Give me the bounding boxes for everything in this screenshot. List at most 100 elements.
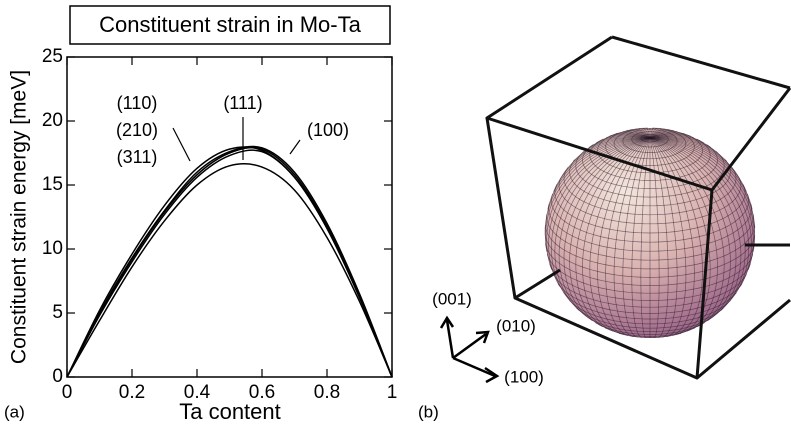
mesh-line bbox=[616, 131, 651, 139]
mesh-line bbox=[569, 137, 651, 328]
mesh-line bbox=[649, 129, 671, 139]
plot-frame bbox=[66, 56, 393, 378]
cube-edge bbox=[514, 268, 561, 300]
mesh-line bbox=[561, 136, 651, 176]
mesh-line bbox=[606, 133, 651, 139]
pointer bbox=[172, 127, 191, 162]
mesh-line bbox=[649, 137, 669, 338]
mesh-line bbox=[649, 128, 662, 138]
mesh-line bbox=[629, 129, 651, 139]
mesh-line bbox=[649, 137, 703, 335]
annotation: (110) bbox=[117, 93, 158, 113]
mesh-line bbox=[545, 137, 651, 252]
mesh-line bbox=[649, 136, 727, 162]
mesh-line bbox=[640, 137, 651, 339]
arrow-head bbox=[475, 330, 490, 344]
mesh-line bbox=[582, 135, 651, 153]
annotation: (210) bbox=[116, 120, 158, 140]
mesh-line bbox=[649, 137, 754, 270]
mesh-line bbox=[649, 137, 752, 287]
arrow bbox=[452, 332, 487, 360]
mesh-line bbox=[649, 137, 660, 339]
mesh-line bbox=[573, 136, 651, 162]
mesh-line bbox=[649, 137, 695, 336]
mesh-line bbox=[638, 128, 651, 138]
mesh-line bbox=[650, 137, 753, 210]
mesh-line bbox=[649, 137, 731, 328]
y-tick-label: 20 bbox=[42, 110, 63, 131]
x-tick-label: 0.4 bbox=[184, 382, 211, 403]
y-tick-label: 10 bbox=[42, 238, 63, 259]
mesh-line bbox=[642, 127, 651, 138]
mesh-line bbox=[649, 132, 691, 139]
cube-edge bbox=[485, 35, 791, 192]
panel-label: (a) bbox=[4, 402, 25, 421]
mesh-line bbox=[649, 127, 654, 138]
mesh-line bbox=[622, 130, 651, 139]
mesh-line bbox=[544, 232, 756, 278]
annotation-pointers bbox=[172, 117, 301, 162]
title-box bbox=[69, 5, 391, 45]
x-axis-label: Ta content bbox=[179, 399, 281, 424]
series-line bbox=[66, 163, 393, 378]
series-line bbox=[66, 146, 393, 378]
mesh-line bbox=[649, 137, 687, 338]
mesh-line bbox=[649, 137, 678, 338]
y-tick-label: 5 bbox=[52, 302, 63, 323]
cube bbox=[485, 35, 791, 380]
mesh-line bbox=[649, 137, 747, 192]
x-tick-label: 1 bbox=[387, 382, 398, 403]
cube-edge bbox=[696, 298, 791, 380]
mesh-line bbox=[649, 137, 750, 302]
chart-title: Constituent strain in Mo-Ta bbox=[99, 12, 361, 37]
mesh-line bbox=[649, 134, 705, 144]
mesh-line bbox=[649, 134, 711, 148]
mesh-line bbox=[649, 137, 725, 329]
mesh-line bbox=[649, 137, 755, 252]
y-tick-label: 0 bbox=[52, 366, 63, 387]
mesh-line bbox=[547, 137, 650, 210]
axis-direction-label: (100) bbox=[504, 367, 544, 386]
mesh-line bbox=[649, 128, 665, 139]
mesh-line bbox=[635, 128, 651, 139]
mesh-line bbox=[649, 137, 756, 229]
arrow-head bbox=[484, 366, 500, 384]
mesh-line bbox=[649, 130, 674, 139]
mesh-line bbox=[649, 127, 658, 138]
series-line bbox=[66, 149, 393, 378]
annotation: (311) bbox=[117, 147, 158, 167]
axis-arrows bbox=[439, 315, 500, 384]
mesh-line bbox=[609, 132, 651, 139]
y-axis-label: Constituent strain energy [meV] bbox=[8, 70, 31, 364]
mesh-line bbox=[649, 135, 718, 153]
pointer bbox=[289, 139, 301, 155]
mesh-line bbox=[554, 137, 651, 311]
axis-direction-label: (010) bbox=[496, 316, 536, 335]
mesh-line bbox=[558, 137, 651, 317]
cube-edge bbox=[485, 117, 714, 380]
mesh-line bbox=[631, 137, 651, 338]
mesh-line bbox=[589, 134, 651, 148]
y-tick-label: 15 bbox=[42, 174, 63, 195]
axis-direction-label: (001) bbox=[432, 289, 472, 308]
mesh-line bbox=[595, 134, 651, 144]
mesh-line bbox=[649, 137, 737, 322]
mesh-line bbox=[649, 137, 742, 317]
mesh-line bbox=[649, 137, 746, 311]
mesh-line bbox=[563, 137, 651, 322]
y-tick-label: 25 bbox=[42, 46, 63, 67]
x-tick-label: 0 bbox=[62, 382, 73, 403]
panel-label: (b) bbox=[418, 402, 439, 421]
cube-edge bbox=[611, 35, 791, 90]
mesh-line bbox=[649, 131, 684, 139]
x-tick-label: 0.6 bbox=[249, 382, 275, 403]
mesh-line bbox=[646, 127, 651, 138]
mesh-line bbox=[626, 130, 651, 139]
x-tick-label: 0.8 bbox=[314, 382, 340, 403]
mesh-line bbox=[544, 137, 651, 234]
x-tick-label: 0.2 bbox=[119, 382, 145, 403]
annotation: (111) bbox=[223, 93, 262, 113]
mesh-line bbox=[548, 137, 651, 287]
sphere bbox=[544, 127, 756, 339]
